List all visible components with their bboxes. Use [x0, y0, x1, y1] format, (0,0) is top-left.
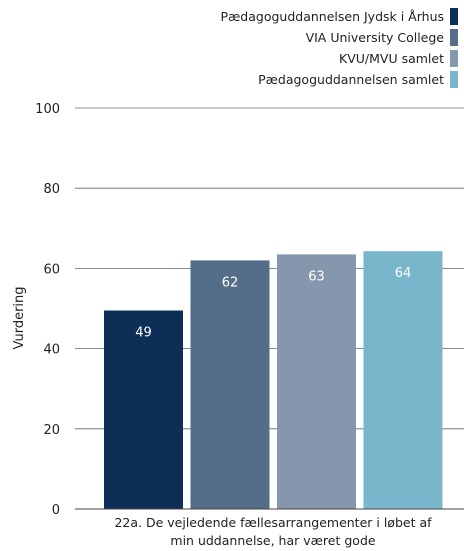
legend-label: Pædagoguddannelsen samlet — [258, 72, 444, 87]
bar — [363, 251, 443, 510]
legend-label: KVU/MVU samlet — [339, 51, 444, 66]
legend-item: VIA University College — [158, 27, 458, 48]
bar — [104, 310, 183, 509]
chart-legend: Pædagoguddannelsen Jydsk i Århus VIA Uni… — [158, 6, 458, 90]
y-tick-label: 100 — [35, 102, 60, 117]
legend-label: VIA University College — [305, 30, 444, 45]
legend-item: Pædagoguddannelsen samlet — [158, 69, 458, 90]
y-tick-label: 40 — [43, 343, 60, 358]
legend-swatch — [450, 8, 458, 25]
x-category-label: min uddannelse, har været gode — [170, 533, 375, 548]
legend-swatch — [450, 71, 458, 88]
bar — [277, 254, 356, 509]
y-tick-label: 80 — [43, 182, 60, 197]
legend-item: Pædagoguddannelsen Jydsk i Århus — [158, 6, 458, 27]
data-label: 63 — [308, 269, 325, 284]
legend-item: KVU/MVU samlet — [158, 48, 458, 69]
y-axis-label: Vurdering — [12, 286, 27, 349]
y-tick-label: 0 — [52, 503, 60, 518]
y-tick-label: 60 — [43, 262, 60, 277]
x-category-label: 22a. De vejledende fællesarrangementer i… — [114, 515, 432, 530]
legend-swatch — [450, 50, 458, 67]
data-label: 62 — [222, 275, 239, 290]
data-label: 64 — [395, 266, 412, 281]
bar — [190, 260, 270, 509]
data-label: 49 — [135, 326, 152, 341]
legend-label: Pædagoguddannelsen Jydsk i Århus — [220, 9, 445, 24]
y-tick-label: 20 — [43, 423, 60, 438]
legend-swatch — [450, 29, 458, 46]
